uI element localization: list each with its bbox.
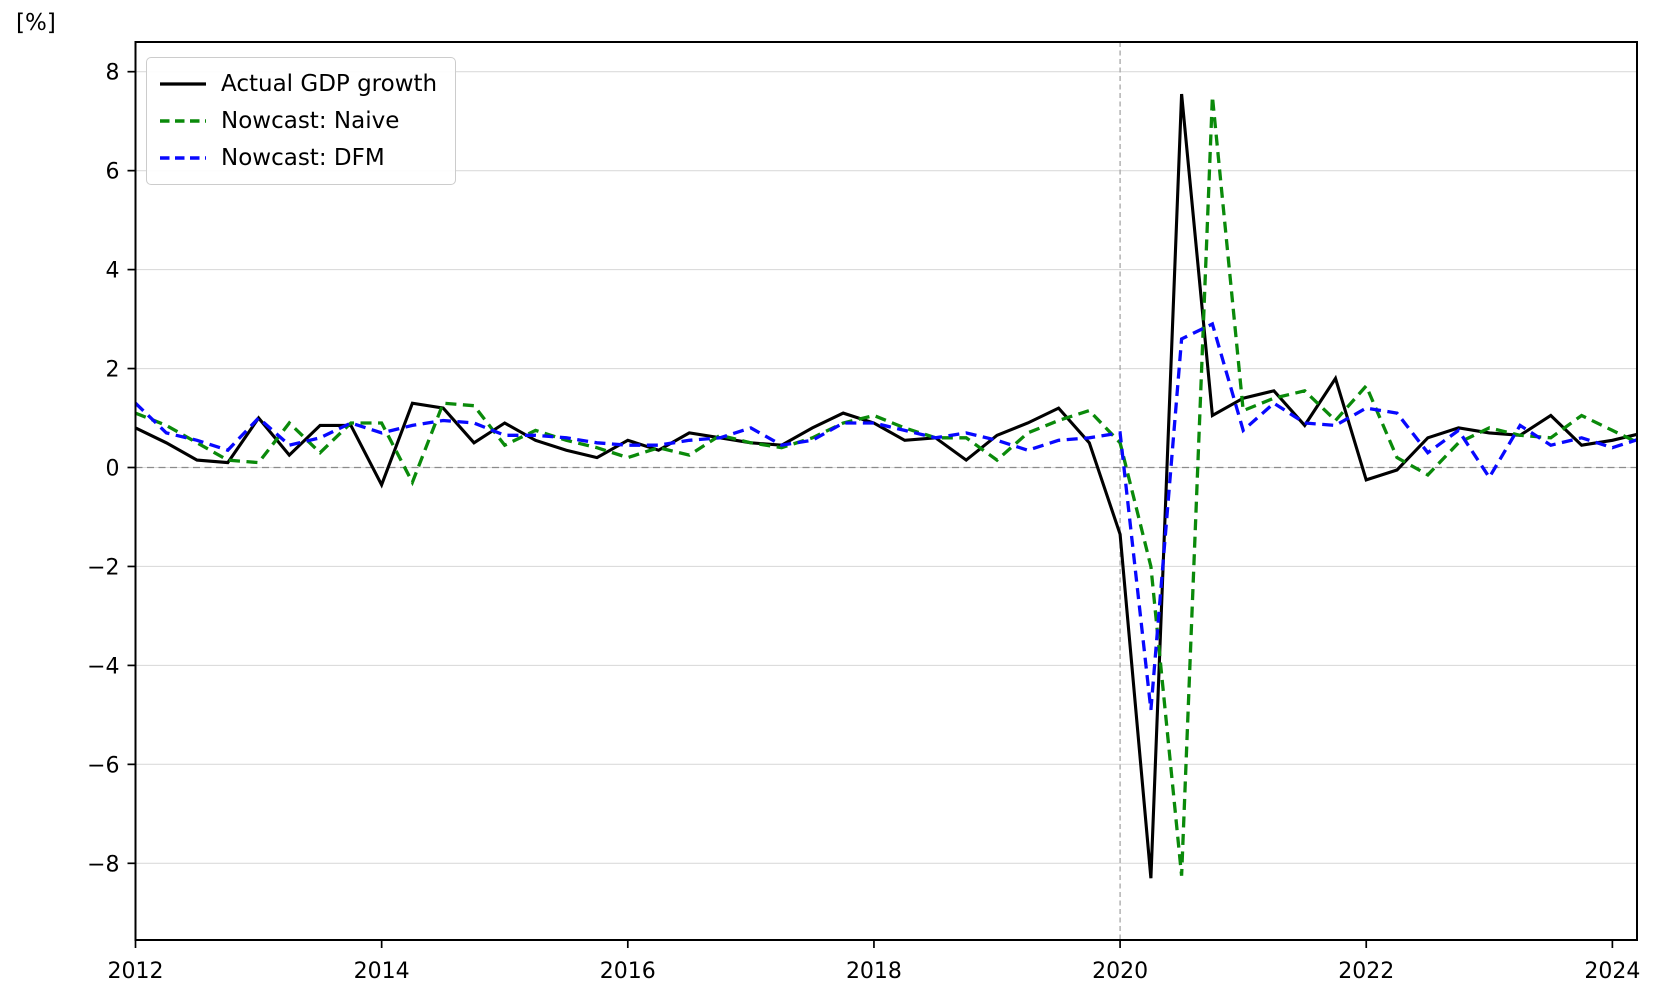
legend-row-1: Nowcast: Naive bbox=[160, 104, 437, 138]
x-tick-label: 2018 bbox=[846, 959, 902, 984]
series-line-2 bbox=[135, 321, 1637, 711]
x-tick-label: 2020 bbox=[1092, 959, 1148, 984]
legend-row-2: Nowcast: DFM bbox=[160, 141, 437, 175]
legend-label: Nowcast: DFM bbox=[221, 145, 385, 171]
y-tick-label: −8 bbox=[87, 852, 119, 877]
y-tick-label: 4 bbox=[106, 259, 120, 284]
legend: Actual GDP growth Nowcast: Naive Nowcast: … bbox=[146, 57, 457, 185]
y-tick-label: 6 bbox=[106, 160, 120, 185]
plot-border bbox=[134, 41, 1638, 941]
y-axis-unit-label: [%] bbox=[16, 10, 56, 36]
x-tick-label: 2012 bbox=[108, 959, 164, 984]
legend-swatch-solid-line bbox=[160, 82, 206, 86]
series-line-1 bbox=[135, 96, 1637, 876]
y-tick-label: 0 bbox=[106, 456, 120, 481]
legend-row-0: Actual GDP growth bbox=[160, 67, 437, 101]
y-tick-label: 8 bbox=[106, 61, 120, 86]
series-lines bbox=[135, 93, 1637, 879]
y-tick-label: −6 bbox=[87, 753, 119, 778]
y-tick-label: 2 bbox=[106, 358, 120, 383]
x-tick-label: 2016 bbox=[600, 959, 656, 984]
legend-label: Nowcast: Naive bbox=[221, 108, 400, 134]
x-tick-label: 2014 bbox=[354, 959, 410, 984]
y-axis-ticks: 8 6 4 2 0 −2 −4 −6 −8 bbox=[87, 61, 136, 877]
x-tick-label: 2022 bbox=[1338, 959, 1394, 984]
y-tick-label: −4 bbox=[87, 654, 119, 679]
legend-swatch-dashed-line bbox=[160, 156, 206, 160]
legend-swatch-dashed-line bbox=[160, 119, 206, 123]
x-tick-label: 2024 bbox=[1584, 959, 1640, 984]
y-tick-label: −2 bbox=[87, 555, 119, 580]
series-line-0 bbox=[135, 93, 1637, 879]
x-axis-ticks: 2012 2014 2016 2018 2020 2022 2024 bbox=[108, 940, 1640, 984]
legend-label: Actual GDP growth bbox=[221, 71, 438, 97]
